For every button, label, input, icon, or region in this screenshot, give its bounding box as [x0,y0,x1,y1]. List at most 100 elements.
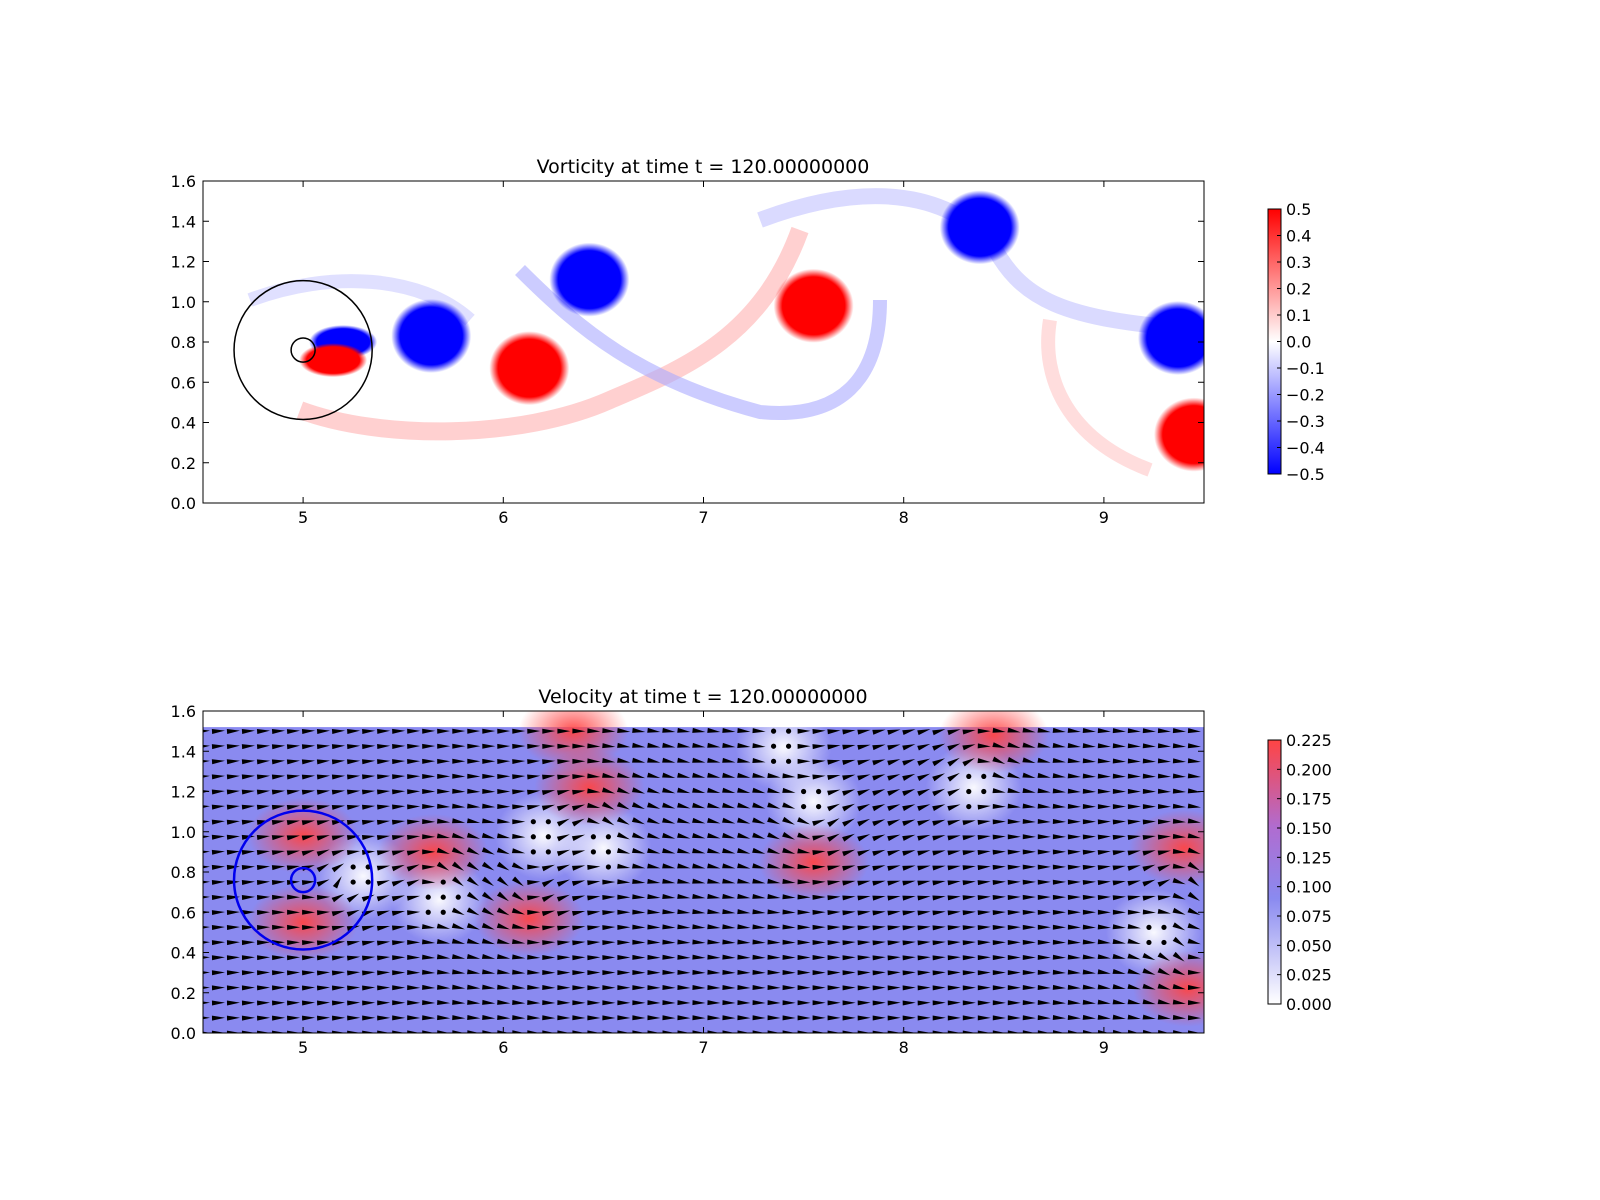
quiver-arrow [301,744,316,750]
quiver-arrow [542,954,556,960]
quiver-arrow [302,924,316,930]
quiver-arrow [842,803,855,812]
quiver-arrow [872,940,886,946]
quiver-arrow [1037,1015,1051,1021]
quiver-arrow [1112,999,1126,1005]
quiver-arrow [527,774,541,780]
quiver-arrow [767,939,781,945]
quiver-arrow [571,804,586,811]
quiver-arrow [391,819,406,825]
positive-vortex [489,331,570,406]
quiver-arrow [662,954,676,960]
quiver-arrow [887,759,901,766]
quiver-arrow [257,970,271,976]
quiver-arrow [752,985,766,991]
quiver-arrow [962,1015,976,1021]
quiver-arrow [527,984,541,990]
quiver-arrow [857,803,871,812]
quiver-arrow [902,970,916,976]
quiver-arrow [241,774,255,780]
quiver-arrow [1157,1014,1171,1020]
quiver-arrow [572,774,586,780]
quiver-arrow [692,1015,706,1021]
quiver-arrow [677,909,691,915]
quiver-arrow [317,1015,331,1021]
quiver-arrow [1142,999,1156,1005]
quiver-arrow [692,757,706,763]
y-tick-label: 1.2 [171,783,196,802]
y-tick-label: 0.4 [171,944,196,963]
quiver-arrow [692,832,706,839]
cylinder-circle [233,279,373,421]
quiver-arrow [812,909,826,915]
quiver-arrow [662,1015,676,1021]
quiver-arrow [692,863,706,869]
quiver-arrow [527,743,541,749]
colorbar-tick-label: −0.1 [1286,359,1325,378]
quiver-arrow [1157,743,1171,749]
quiver-arrow [827,744,841,750]
quiver-arrow [361,955,376,961]
quiver-arrow [271,729,286,735]
quiver-arrow [1112,895,1126,901]
quiver-arrow [392,774,406,780]
quiver-arrow [481,847,495,855]
quiver-arrow [917,970,931,976]
quiver-arrow [361,925,376,932]
quiver-arrow [391,835,406,841]
quiver-arrow [1007,879,1021,885]
quiver-arrow [1097,758,1111,764]
quiver-arrow [752,802,766,809]
quiver-arrow [1097,880,1111,886]
quiver-arrow [737,848,751,854]
quiver-arrow [632,970,646,976]
quiver-arrow [392,1000,406,1006]
quiver-arrow [662,939,676,945]
quiver-arrow [647,894,661,900]
quiver-arrow [1067,758,1081,764]
colorbar-tick-label: 0.3 [1286,253,1311,272]
quiver-arrow [422,864,436,870]
quiver-arrow [872,729,886,735]
quiver-arrow [887,849,901,856]
quiver-arrow [812,774,826,780]
quiver-arrow [1142,728,1156,734]
quiver-arrow [767,773,781,778]
quiver-arrow [827,865,841,871]
quiver-arrow [286,729,301,735]
quiver-arrow [211,910,225,916]
quiver-arrow [677,787,691,794]
quiver-arrow [226,955,240,961]
quiver-arrow [632,757,646,763]
quiver-arrow [737,954,751,960]
quiver-arrow [466,861,480,871]
vorticity-title: Vorticity at time t = 120.00000000 [537,156,870,178]
quiver-arrow [287,1000,301,1006]
quiver-arrow [586,817,601,824]
quiver-arrow [571,880,586,887]
quiver-arrow [587,955,601,961]
quiver-arrow [616,816,630,825]
quiver-arrow [827,818,840,827]
quiver-arrow [631,787,646,794]
quiver-arrow [572,985,586,991]
quiver-arrow [962,1000,976,1006]
quiver-arrow [902,880,916,886]
quiver-arrow [481,876,495,887]
quiver-arrow [917,880,931,886]
quiver-arrow [722,1000,736,1006]
quiver-arrow [797,985,811,991]
quiver-arrow [992,803,1006,809]
quiver-arrow [362,1030,376,1033]
quiver-arrow [932,804,946,811]
quiver-arrow [707,939,721,945]
quiver-arrow [272,924,286,930]
quiver-arrow [677,954,691,960]
quiver-arrow [842,789,856,796]
quiver-arrow [392,789,406,795]
quiver-arrow [571,895,586,902]
quiver-arrow [992,925,1006,931]
quiver-arrow [842,880,856,886]
quiver-arrow [692,939,706,945]
